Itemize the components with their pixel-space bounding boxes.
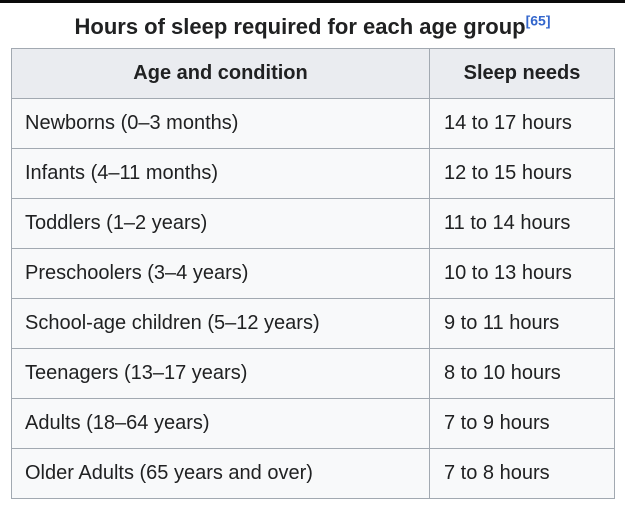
table-row: Teenagers (13–17 years) 8 to 10 hours: [11, 348, 615, 399]
table-row: Toddlers (1–2 years) 11 to 14 hours: [11, 198, 615, 249]
age-cell: Infants (4–11 months): [11, 148, 430, 199]
caption-text: Hours of sleep required for each age gro…: [74, 14, 526, 39]
sleep-cell: 10 to 13 hours: [429, 248, 615, 299]
table-row: Older Adults (65 years and over) 7 to 8 …: [11, 448, 615, 499]
sleep-cell: 7 to 8 hours: [429, 448, 615, 499]
sleep-cell: 7 to 9 hours: [429, 398, 615, 449]
age-cell: Older Adults (65 years and over): [11, 448, 430, 499]
sleep-needs-table: Age and condition Sleep needs Newborns (…: [11, 48, 615, 499]
table-row: Preschoolers (3–4 years) 10 to 13 hours: [11, 248, 615, 299]
sleep-cell: 9 to 11 hours: [429, 298, 615, 349]
table-row: Infants (4–11 months) 12 to 15 hours: [11, 148, 615, 199]
header-row: Age and condition Sleep needs: [11, 48, 615, 99]
table-row: Newborns (0–3 months) 14 to 17 hours: [11, 98, 615, 149]
sleep-cell: 14 to 17 hours: [429, 98, 615, 149]
sleep-cell: 8 to 10 hours: [429, 348, 615, 399]
header-sleep-needs: Sleep needs: [429, 48, 615, 99]
table-caption: Hours of sleep required for each age gro…: [0, 13, 625, 40]
citation-sup: [65]: [526, 13, 551, 29]
sleep-cell: 11 to 14 hours: [429, 198, 615, 249]
top-border: [0, 0, 625, 3]
age-cell: Newborns (0–3 months): [11, 98, 430, 149]
header-age-and-condition: Age and condition: [11, 48, 430, 99]
sleep-cell: 12 to 15 hours: [429, 148, 615, 199]
age-cell: Adults (18–64 years): [11, 398, 430, 449]
table-row: School-age children (5–12 years) 9 to 11…: [11, 298, 615, 349]
age-cell: School-age children (5–12 years): [11, 298, 430, 349]
age-cell: Toddlers (1–2 years): [11, 198, 430, 249]
citation-link[interactable]: [65]: [525, 12, 551, 29]
age-cell: Preschoolers (3–4 years): [11, 248, 430, 299]
table-row: Adults (18–64 years) 7 to 9 hours: [11, 398, 615, 449]
age-cell: Teenagers (13–17 years): [11, 348, 430, 399]
